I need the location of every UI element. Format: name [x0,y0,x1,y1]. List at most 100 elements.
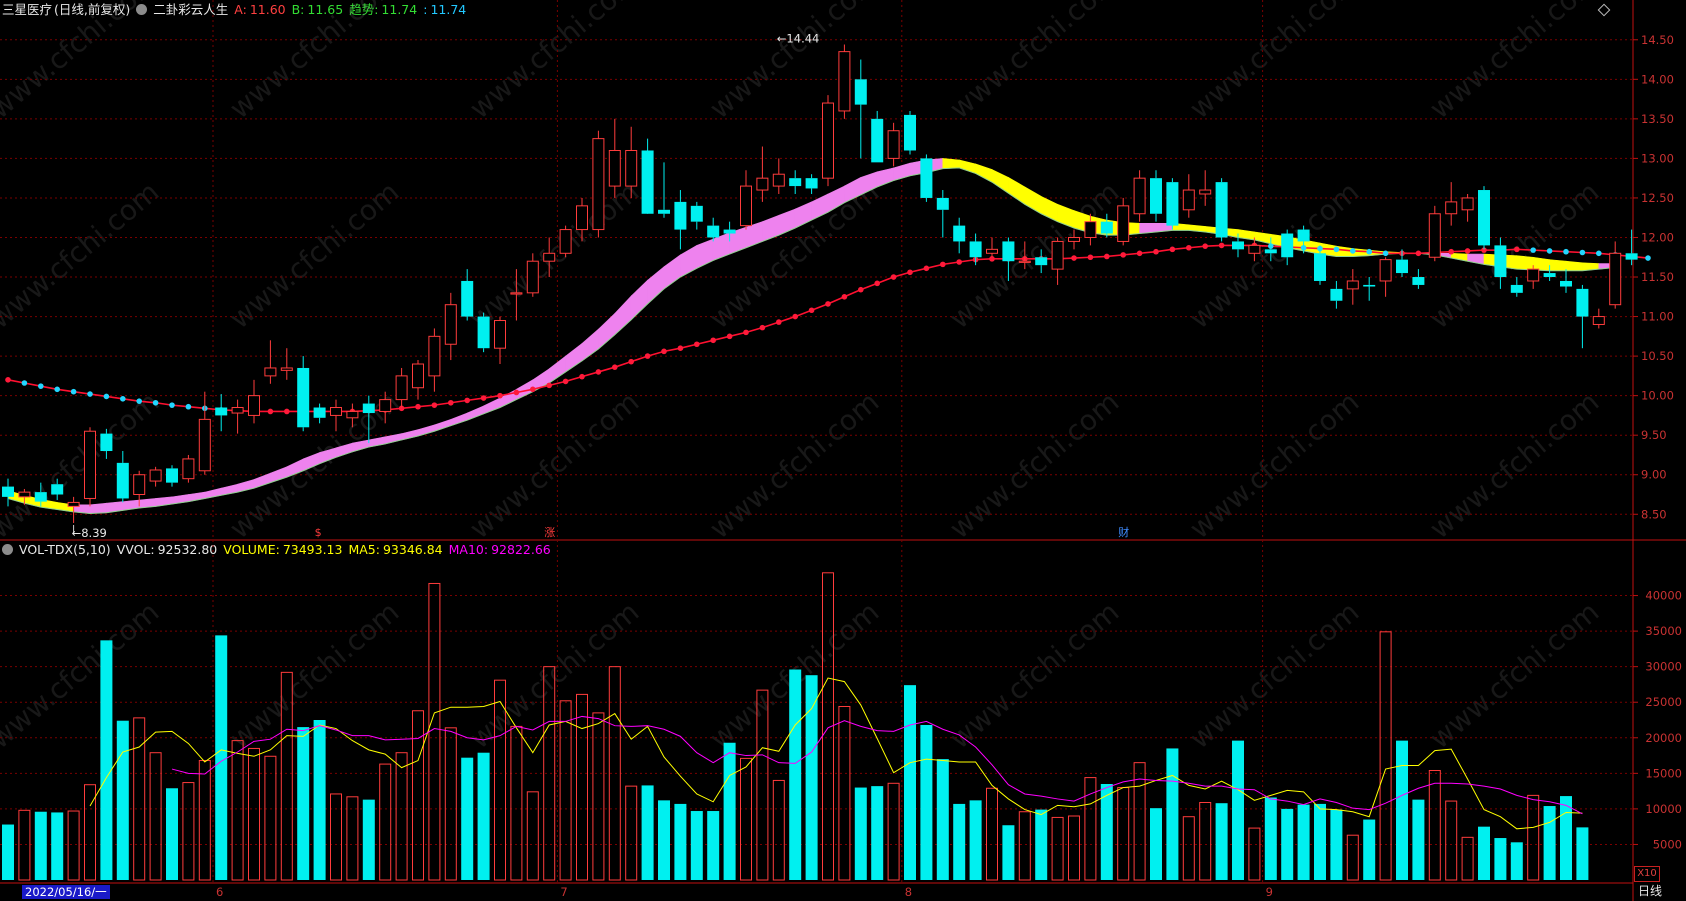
candle-body [789,178,802,187]
candle-body [1412,277,1425,285]
trend-dot [792,313,798,320]
candle [67,496,80,523]
candle-body [822,102,834,179]
volume-bar [822,572,834,881]
volume-bar [1248,827,1261,881]
candle-body [1264,249,1277,254]
candle-body [543,252,556,262]
candle [461,269,474,321]
volume-bar [953,803,966,880]
watermark-text: www.cfchi.com [703,385,885,545]
candle [1625,229,1638,266]
volume-bar [248,747,260,881]
candle [1199,170,1212,206]
candle [953,217,966,254]
candle-body [526,260,539,294]
volume-bar [182,782,195,881]
watermark-text: www.cfchi.com [223,0,405,125]
ribbon-segment [565,342,583,373]
trend-dot [644,353,651,359]
volume-bar [477,752,490,880]
candle [280,348,293,380]
watermark-text: www.cfchi.com [943,385,1125,545]
candle-body [477,316,490,349]
ribbon-segment [991,168,1009,194]
volume-tick-label: 15000 [1645,766,1682,780]
ribbon-segment [630,279,648,321]
trend-dot [874,280,880,287]
volume-bar [854,787,867,880]
candle-body [248,395,260,416]
trend-dot [923,265,930,272]
trend-dot [694,341,700,348]
trend-dot [940,261,946,268]
volume-bar [772,779,785,881]
volume-bar [1510,842,1523,880]
candle-body [772,173,785,187]
candle [592,130,605,238]
trend-dot [1366,248,1372,255]
candle-body [854,79,867,105]
vol-indicator-dot-icon[interactable] [2,544,13,555]
candle [198,391,211,475]
trend-dot [21,380,28,386]
candle [100,428,113,459]
volume-bar [1133,762,1146,881]
trend-dot [956,259,962,265]
volume-bar [133,717,146,881]
watermark-layer: www.cfchi.com www.cfchi.com www.cfchi.com w… [0,0,1605,755]
volume-bar [149,752,162,881]
volume-bar [592,712,605,881]
period-label[interactable]: 日线 [1637,884,1662,898]
candle-body [592,138,605,231]
volume-bar [543,666,556,881]
candle-body [34,492,47,502]
volume-bar [1428,769,1441,881]
trend-dot [1087,254,1094,261]
volume-bar [428,582,441,881]
stock-name[interactable]: 三星医疗 [2,2,53,17]
trend-dot [185,403,192,410]
volume-bar [264,755,277,881]
volume-bar [887,782,900,881]
watermark-text: www.cfchi.com [943,0,1125,125]
diamond-icon [1597,3,1611,17]
event-marker: 财 [1118,525,1129,539]
ribbon-segment [417,424,435,437]
candle-body [1084,221,1097,238]
watermark-text: www.cfchi.com [0,385,165,545]
watermark-text: www.cfchi.com [0,0,165,125]
indicator-dot-icon[interactable] [136,4,148,15]
candle-body [428,335,441,377]
candle [871,110,884,163]
candle [346,403,359,428]
candle-body [1199,189,1212,195]
ribbon-band [7,158,1616,514]
volume-tick-label: 20000 [1645,731,1682,745]
candle [854,59,867,159]
candle-body [1330,288,1343,301]
trend-dot [890,274,897,280]
candle [1051,237,1064,285]
volume-bar [84,784,96,881]
x10-scale-badge[interactable]: X10 [1634,866,1660,882]
price-tick-label: 9.50 [1641,428,1667,442]
trend-label: 趋势: [349,2,379,17]
candle [641,138,654,214]
candle [690,201,703,230]
candle [576,197,588,242]
candle [1494,237,1507,289]
volume-bar [625,785,638,881]
trend-dot [1530,247,1536,253]
volume-bar [1182,816,1195,881]
indicator-name[interactable]: 二卦彩云人生 [153,2,229,17]
candle [1215,178,1228,242]
vol-indicator-name[interactable]: VOL-TDX(5,10) [19,542,111,557]
volume-bar [838,705,851,881]
candle [1314,245,1326,285]
trend-dot [907,269,913,276]
price-tick-label: 9.00 [1641,468,1667,482]
candle-body [51,484,64,495]
volume-bar [756,689,769,881]
